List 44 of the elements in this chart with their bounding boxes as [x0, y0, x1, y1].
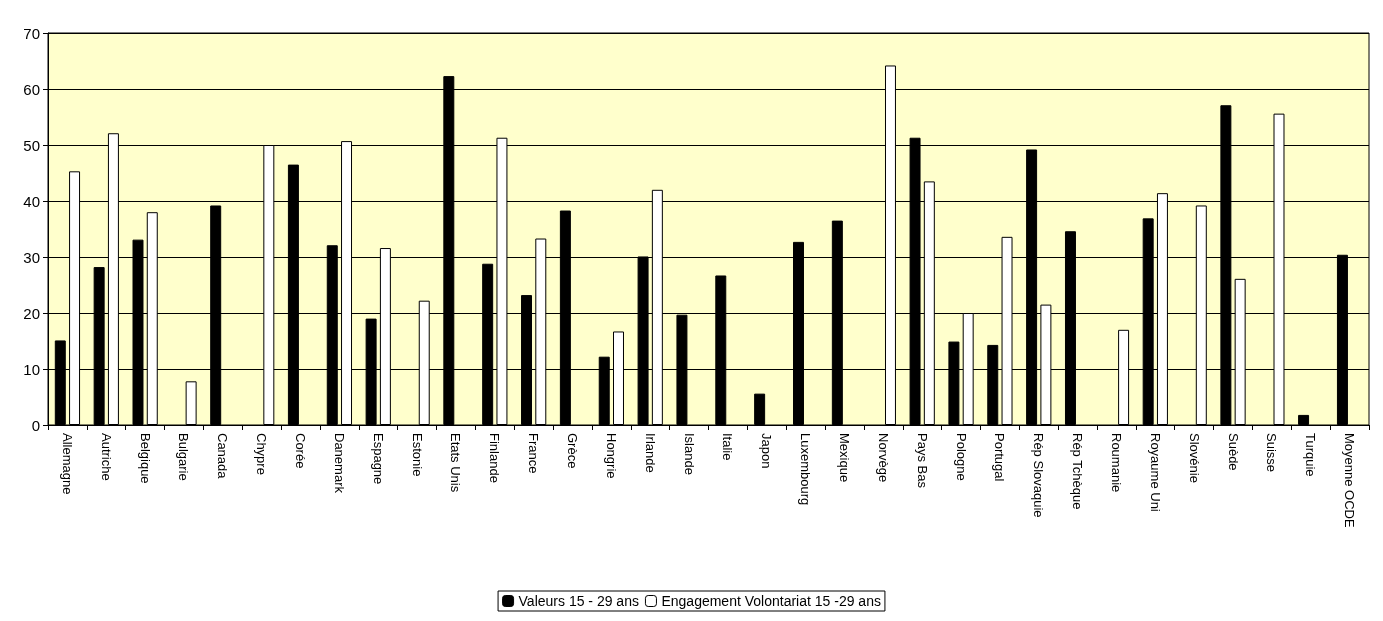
x-tick-label: Turquie [1303, 433, 1319, 477]
x-tick-label: Rép Tchèque [1070, 433, 1086, 510]
x-tick-label: Allemagne [59, 433, 75, 495]
x-tick-label: Chypre [254, 433, 270, 475]
x-tick-label: Royaume Uni [1147, 433, 1163, 512]
x-tick-label: Estonie [409, 433, 425, 477]
y-tick-label: 60 [23, 80, 40, 98]
x-tick-label: Luxembourg [798, 433, 814, 506]
y-tick-label: 50 [23, 136, 40, 154]
x-tick-label: Canada [215, 433, 231, 480]
y-tick-label: 70 [23, 24, 40, 42]
x-tick-label: Moyenne OCDE [1342, 433, 1358, 528]
x-tick-label: Roumanie [1108, 433, 1124, 493]
x-tick-label: Etats Unis [448, 433, 464, 493]
x-tick-label: Suède [1225, 433, 1241, 471]
x-tick-label: Islande [681, 433, 697, 475]
x-tick-label: Norvège [875, 433, 891, 483]
x-tick-label: Bulgarie [176, 433, 192, 481]
x-tick-label: Espagne [370, 433, 386, 485]
y-tick-label: 20 [23, 304, 40, 322]
x-tick-label: Rép Slovaquie [1031, 433, 1047, 518]
x-tick-label: Hongrie [603, 433, 619, 479]
x-tick-label: Danemark [331, 433, 347, 494]
x-tick-label: Finlande [487, 433, 503, 483]
x-tick-label: Portugal [992, 433, 1008, 482]
y-tick-label: 40 [23, 192, 40, 210]
x-tick-label: Pays Bas [914, 433, 930, 489]
x-tick-label: Irlande [642, 433, 658, 473]
x-tick-label: Slovénie [1186, 433, 1202, 483]
y-tick-label: 30 [23, 248, 40, 266]
legend-label: Engagement Volontariat 15 -29 ans [661, 593, 881, 609]
y-tick-label: 10 [23, 360, 40, 378]
x-tick-label: Italie [720, 433, 736, 461]
legend-label: Valeurs 15 - 29 ans [518, 593, 639, 609]
y-tick-label: 0 [31, 416, 40, 434]
x-tick-label: Belgique [137, 433, 153, 484]
x-tick-label: Corée [293, 433, 309, 469]
x-tick-label: Grèce [565, 433, 581, 469]
x-tick-label: Pologne [953, 433, 969, 481]
x-tick-label: Suisse [1264, 433, 1280, 473]
x-tick-label: Mexique [836, 433, 852, 483]
x-tick-label: Autriche [98, 433, 114, 481]
x-tick-label: Japon [759, 433, 775, 469]
x-tick-label: France [526, 433, 542, 474]
